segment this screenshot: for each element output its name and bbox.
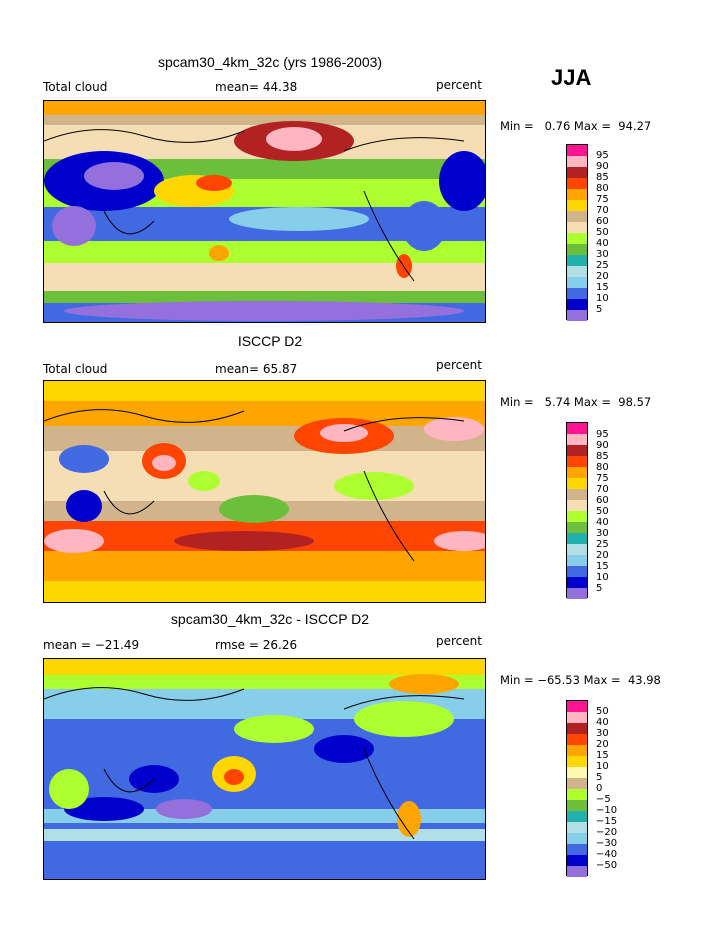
colorbar-label: 5 — [596, 772, 603, 783]
colorbar-label: 85 — [596, 172, 609, 183]
colorbar-label: 80 — [596, 183, 609, 194]
colorbar-label: 60 — [596, 216, 609, 227]
colorbar-label: 70 — [596, 205, 609, 216]
colorbar-label: 40 — [596, 517, 609, 528]
colorbar-label: 75 — [596, 194, 609, 205]
panel-3-rmse-label: rmse = 26.26 — [215, 638, 298, 652]
colorbar-label: 30 — [596, 249, 609, 260]
colorbar-label: −5 — [596, 794, 611, 805]
panel-2-minmax: Min = 5.74 Max = 98.57 — [500, 395, 652, 409]
panel-2-units-label: percent — [436, 358, 482, 372]
panel-1-map — [43, 100, 486, 323]
colorbar-label: 15 — [596, 750, 609, 761]
colorbar-label: 85 — [596, 451, 609, 462]
colorbar-label: 95 — [596, 429, 609, 440]
colorbar-label: 60 — [596, 495, 609, 506]
colorbar-label: 50 — [596, 706, 609, 717]
colorbar-label: −40 — [596, 849, 618, 860]
colorbar-label: −50 — [596, 860, 618, 871]
colorbar-label: 10 — [596, 293, 609, 304]
colorbar-label: 10 — [596, 572, 609, 583]
colorbar-label: 70 — [596, 484, 609, 495]
colorbar-label: 30 — [596, 728, 609, 739]
panel-2-map — [43, 380, 486, 603]
panel-1-colorbar-labels: 95 90 85 80 75 70 60 50 40 30 25 20 15 10 5 — [596, 150, 609, 315]
colorbar-label: 5 — [596, 583, 603, 594]
colorbar-label: 40 — [596, 717, 609, 728]
colorbar-label: 10 — [596, 761, 609, 772]
colorbar-label: −20 — [596, 827, 618, 838]
panel-3-title: spcam30_4km_32c - ISCCP D2 — [170, 611, 370, 627]
colorbar-label: 20 — [596, 550, 609, 561]
colorbar-label: 25 — [596, 260, 609, 271]
season-label: JJA — [551, 65, 592, 90]
panel-2-variable-label: Total cloud — [43, 362, 108, 376]
panel-2-mean-label: mean= 65.87 — [215, 362, 298, 376]
panel-1-colorbar — [566, 144, 588, 321]
panel-3-colorbar — [566, 700, 588, 877]
colorbar-label: 15 — [596, 282, 609, 293]
panel-1-title: spcam30_4km_32c (yrs 1986-2003) — [157, 54, 383, 70]
panel-3-minmax: Min = −65.53 Max = 43.98 — [500, 673, 661, 687]
colorbar-label: 90 — [596, 440, 609, 451]
colorbar-label: −30 — [596, 838, 618, 849]
colorbar-label: 5 — [596, 304, 603, 315]
colorbar-label: 50 — [596, 506, 609, 517]
colorbar-label: 80 — [596, 462, 609, 473]
colorbar-label: 20 — [596, 271, 609, 282]
panel-1-variable-label: Total cloud — [43, 80, 108, 94]
colorbar-label: 25 — [596, 539, 609, 550]
panel-2-colorbar — [566, 422, 588, 599]
colorbar-label: 50 — [596, 227, 609, 238]
colorbar-label: −10 — [596, 805, 618, 816]
panel-2-title: ISCCP D2 — [237, 333, 303, 349]
panel-1-minmax: Min = 0.76 Max = 94.27 — [500, 119, 652, 133]
colorbar-label: 40 — [596, 238, 609, 249]
colorbar-label: −15 — [596, 816, 618, 827]
colorbar-label: 95 — [596, 150, 609, 161]
colorbar-label: 15 — [596, 561, 609, 572]
panel-3-colorbar-labels: 50 40 30 20 15 10 5 0 −5 −10 −15 −20 −30 −40 −50 — [596, 706, 617, 871]
panel-3-units-label: percent — [436, 634, 482, 648]
colorbar-label: 30 — [596, 528, 609, 539]
colorbar-label: 90 — [596, 161, 609, 172]
panel-2-colorbar-labels: 95 90 85 80 75 70 60 50 40 30 25 20 15 10 5 — [596, 429, 609, 594]
panel-3-map — [43, 658, 486, 880]
colorbar-label: 75 — [596, 473, 609, 484]
panel-3-mean-label: mean = −21.49 — [43, 638, 140, 652]
panel-1-mean-label: mean= 44.38 — [215, 80, 298, 94]
panel-1-units-label: percent — [436, 78, 482, 92]
colorbar-label: 0 — [596, 783, 603, 794]
colorbar-label: 20 — [596, 739, 609, 750]
